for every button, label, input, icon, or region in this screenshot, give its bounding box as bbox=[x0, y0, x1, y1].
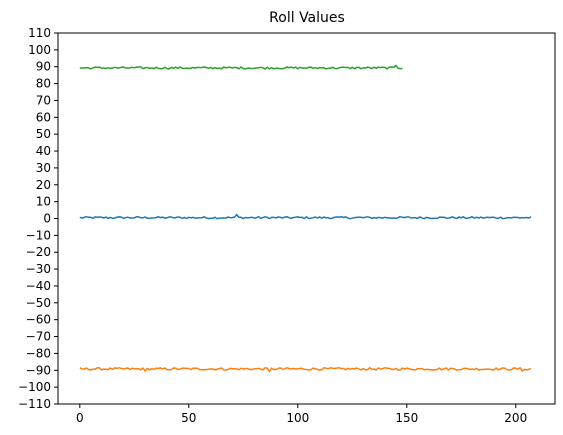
y-tick-label: −70 bbox=[26, 330, 51, 344]
x-tick-label: 0 bbox=[76, 411, 84, 425]
chart-title: Roll Values bbox=[269, 10, 345, 26]
x-tick-label: 100 bbox=[286, 411, 309, 425]
y-axis: −110−100−90−80−70−60−50−40−30−20−1001020… bbox=[18, 26, 58, 411]
y-tick-label: 30 bbox=[36, 161, 51, 175]
y-tick-label: −100 bbox=[18, 380, 51, 394]
x-tick-label: 150 bbox=[395, 411, 418, 425]
y-tick-label: −40 bbox=[26, 279, 51, 293]
y-tick-label: −90 bbox=[26, 363, 51, 377]
y-tick-label: 90 bbox=[36, 60, 51, 74]
y-tick-label: 110 bbox=[28, 26, 51, 40]
series-line-2 bbox=[79, 367, 532, 373]
y-tick-label: −110 bbox=[18, 397, 51, 411]
y-tick-label: −80 bbox=[26, 346, 51, 360]
series-line-1 bbox=[79, 213, 532, 220]
x-axis: 0 50 100 150 200 bbox=[76, 404, 527, 425]
y-tick-label: −20 bbox=[26, 245, 51, 259]
plot-area bbox=[79, 64, 532, 373]
y-tick-label: 0 bbox=[43, 212, 51, 226]
y-tick-label: 50 bbox=[36, 127, 51, 141]
y-tick-label: 10 bbox=[36, 195, 51, 209]
y-tick-label: −50 bbox=[26, 296, 51, 310]
series-line-3 bbox=[79, 64, 403, 70]
y-tick-label: −10 bbox=[26, 228, 51, 242]
y-tick-label: 60 bbox=[36, 110, 51, 124]
y-tick-label: −30 bbox=[26, 262, 51, 276]
axes-frame bbox=[57, 32, 556, 405]
y-tick-label: −60 bbox=[26, 313, 51, 327]
y-tick-label: 80 bbox=[36, 77, 51, 91]
x-tick-label: 200 bbox=[504, 411, 527, 425]
y-tick-label: 70 bbox=[36, 93, 51, 107]
y-tick-label: 40 bbox=[36, 144, 51, 158]
y-tick-label: 100 bbox=[28, 43, 51, 57]
x-tick-label: 50 bbox=[181, 411, 196, 425]
y-tick-label: 20 bbox=[36, 178, 51, 192]
